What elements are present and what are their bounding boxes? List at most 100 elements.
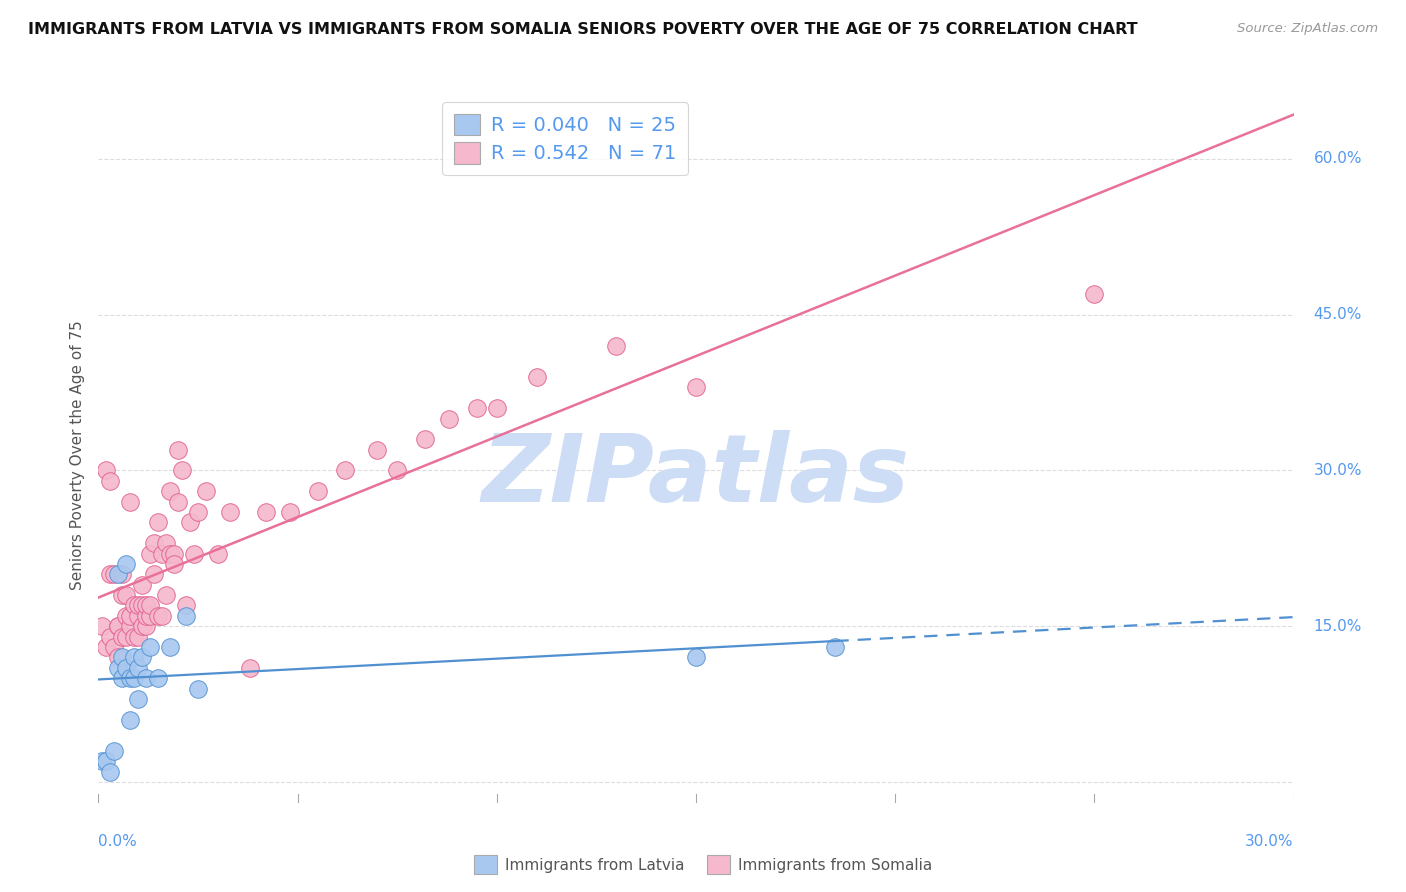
Point (366, 442, 388, 457)
Point (187, 505, 209, 519)
Point (135, 608, 157, 623)
Point (150, 608, 173, 623)
Point (1083, 287, 1105, 301)
Point (127, 599, 149, 613)
Point (148, 516, 170, 530)
Text: 30.0%: 30.0% (1246, 834, 1294, 849)
Point (174, 599, 197, 613)
Point (96, 640, 118, 654)
Point (139, 599, 162, 613)
Point (135, 599, 157, 613)
Point (120, 713, 142, 727)
Point (96, 463, 118, 477)
Point (115, 557, 138, 571)
Point (155, 536, 177, 550)
Point (120, 619, 142, 633)
Point (115, 661, 138, 675)
Legend: R = 0.040   N = 25, R = 0.542   N = 71: R = 0.040 N = 25, R = 0.542 N = 71 (443, 103, 688, 175)
Point (107, 567, 129, 582)
Text: Source: ZipAtlas.com: Source: ZipAtlas.com (1237, 22, 1378, 36)
Text: 60.0%: 60.0% (1313, 152, 1362, 167)
Point (183, 547, 205, 561)
Y-axis label: Seniors Poverty Over the Age of 75: Seniors Poverty Over the Age of 75 (70, 320, 86, 590)
Point (148, 608, 170, 623)
Legend: Immigrants from Latvia, Immigrants from Somalia: Immigrants from Latvia, Immigrants from … (468, 849, 938, 880)
Point (155, 588, 177, 602)
Point (335, 463, 357, 477)
Point (187, 681, 209, 696)
Point (143, 567, 166, 582)
Point (605, 339, 627, 353)
Point (437, 411, 460, 425)
Text: 45.0%: 45.0% (1313, 307, 1362, 322)
Point (127, 630, 149, 644)
Point (307, 484, 329, 499)
Point (131, 578, 153, 592)
Point (167, 442, 190, 457)
Point (159, 547, 181, 561)
Point (143, 536, 166, 550)
Point (413, 433, 436, 447)
Point (131, 650, 153, 665)
Point (98, 567, 122, 582)
Point (172, 463, 194, 477)
Point (179, 516, 201, 530)
Point (115, 608, 138, 623)
Point (107, 619, 129, 633)
Text: ZIPatlas: ZIPatlas (482, 430, 910, 522)
Point (163, 557, 186, 571)
Point (131, 619, 153, 633)
Point (194, 484, 218, 499)
Point (159, 640, 181, 654)
Point (103, 567, 125, 582)
Point (150, 547, 173, 561)
Point (127, 608, 149, 623)
Point (103, 640, 125, 654)
Point (159, 484, 181, 499)
Point (124, 650, 146, 665)
Point (526, 370, 548, 384)
Point (120, 671, 142, 685)
Point (98, 474, 122, 488)
Point (124, 630, 146, 644)
Point (207, 547, 229, 561)
Point (91, 754, 114, 768)
Point (685, 650, 707, 665)
Text: 15.0%: 15.0% (1313, 619, 1362, 633)
Point (139, 547, 162, 561)
Point (139, 640, 162, 654)
Point (91, 619, 114, 633)
Point (127, 692, 149, 706)
Point (239, 661, 262, 675)
Point (135, 671, 157, 685)
Point (107, 650, 129, 665)
Point (385, 463, 409, 477)
Point (98, 630, 122, 644)
Text: 0.0%: 0.0% (98, 834, 138, 849)
Point (127, 661, 149, 675)
Point (98, 764, 122, 779)
Point (254, 505, 277, 519)
Point (120, 494, 142, 508)
Point (111, 588, 134, 602)
Point (120, 608, 142, 623)
Text: IMMIGRANTS FROM LATVIA VS IMMIGRANTS FROM SOMALIA SENIORS POVERTY OVER THE AGE O: IMMIGRANTS FROM LATVIA VS IMMIGRANTS FRO… (28, 22, 1137, 37)
Point (124, 671, 146, 685)
Point (465, 401, 488, 416)
Text: 30.0%: 30.0% (1313, 463, 1362, 478)
Point (148, 671, 170, 685)
Point (111, 671, 134, 685)
Point (174, 608, 197, 623)
Point (219, 505, 242, 519)
Point (107, 619, 129, 633)
Point (135, 619, 157, 633)
Point (111, 567, 134, 582)
Point (139, 608, 162, 623)
Point (124, 599, 146, 613)
Point (278, 505, 301, 519)
Point (485, 401, 508, 416)
Point (163, 547, 186, 561)
Point (103, 744, 125, 758)
Point (107, 661, 129, 675)
Point (685, 380, 707, 394)
